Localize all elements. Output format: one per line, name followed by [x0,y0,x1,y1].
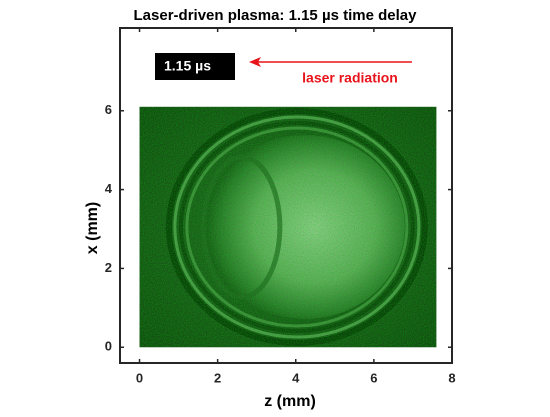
annotation: 1.15 µs [164,58,211,74]
x-axis-label: z (mm) [264,393,316,410]
y-tick-label: 4 [105,181,113,196]
x-tick-label: 8 [448,370,455,385]
image-noise [139,106,437,348]
image [139,106,437,348]
axes-box [119,27,453,364]
y-tick-label: 6 [105,102,112,117]
annotation-box [155,53,235,80]
x-tick-label: 2 [214,370,221,385]
y-tick-label: 2 [105,260,112,275]
annotation: laser radiation [302,70,398,86]
x-tick-label: 0 [136,370,143,385]
x-tick-label: 6 [370,370,377,385]
x-tick-label: 4 [292,370,300,385]
y-axis-label: x (mm) [84,202,101,254]
arrow-head [249,57,261,67]
chart-title: Laser-driven plasma: 1.15 µs time delay [134,7,418,24]
y-tick-label: 0 [105,339,112,354]
